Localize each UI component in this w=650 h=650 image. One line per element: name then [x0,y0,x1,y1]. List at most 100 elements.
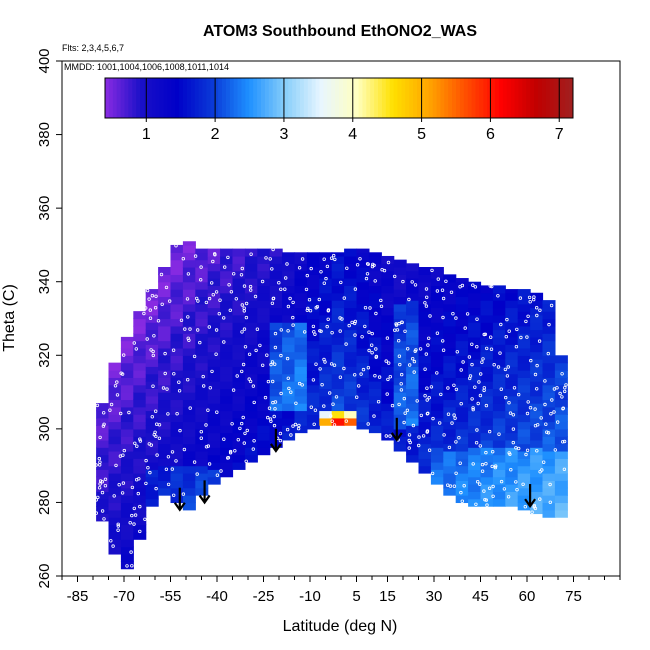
sample-point [441,339,445,343]
sample-point [143,517,147,521]
sample-point [236,438,240,442]
field-cell [344,358,358,367]
field-cell [133,509,147,518]
field-cell [133,406,147,415]
field-cell [282,366,296,375]
field-cell [244,344,258,353]
sample-point [344,342,348,346]
field-cell [430,447,444,456]
field-cell [207,322,221,331]
colorbar-swatch [354,78,359,118]
field-cell [195,362,209,371]
sample-point [370,351,374,355]
field-cell [331,336,345,345]
sample-point [152,334,156,338]
field-cell [368,255,382,264]
sample-point [222,265,227,269]
field-cell [331,278,345,286]
sample-point [403,411,407,415]
colorbar-swatch [569,78,574,118]
field-cell [505,484,519,492]
field-cell [517,340,531,349]
field-cell [356,347,370,356]
field-cell [108,384,122,393]
sample-point [329,256,334,260]
sample-point [345,266,349,270]
sample-point [208,386,212,390]
sample-point [285,427,290,432]
sample-point [397,354,402,358]
field-cell [244,270,258,279]
field-cell [294,329,308,338]
field-cell [356,362,370,371]
sample-point [397,321,401,326]
sample-point [117,483,121,487]
sample-point [311,378,316,382]
field-cell [344,395,358,404]
field-cell [195,443,209,452]
field-cell [294,403,308,412]
sample-point [178,428,182,433]
field-cell [306,281,320,290]
field-cell [182,414,196,423]
sample-point [163,351,167,356]
field-cell [145,344,159,353]
field-cell [158,362,172,371]
field-cell [120,406,134,415]
field-cell [344,373,358,382]
sample-point [397,339,401,343]
field-cell [207,314,221,323]
sample-point [458,461,462,465]
sample-point [222,340,226,344]
sample-point [367,330,371,334]
field-cell [269,307,283,316]
field-cell [517,495,531,504]
sample-point [480,469,485,473]
field-cell [418,318,432,327]
colorbar-swatch [237,78,242,118]
field-cell [257,344,271,353]
colorbar-swatch [541,78,547,118]
sample-point [245,428,249,433]
field-cell [554,384,568,393]
field-cell [344,285,358,294]
field-cell [455,406,469,415]
sample-point [133,513,138,517]
field-cell [120,421,134,430]
sample-point [171,493,176,497]
field-cell [480,461,494,470]
field-cell [195,281,209,290]
field-cell [406,300,420,309]
colorbar-swatch [124,78,129,118]
sample-point [293,422,298,427]
field-cell [430,469,444,478]
sample-point [149,443,153,447]
field-cell [331,270,345,279]
field-cell [492,366,506,375]
field-cell [244,381,258,389]
field-cell [244,432,258,441]
field-cell [96,439,110,448]
field-cell [207,270,221,279]
sample-point [97,456,101,461]
field-cell [356,252,370,261]
field-cell [195,377,209,386]
sample-point [385,392,389,396]
sample-point [452,383,456,387]
field-cell [430,373,444,382]
field-cell [244,336,258,345]
colorbar-swatch [471,78,476,118]
field-cell [356,267,370,275]
sample-point [548,482,552,487]
colorbar-swatch [459,78,465,118]
sample-point [385,336,390,340]
sample-point [361,367,366,372]
field-cell [120,509,134,518]
sample-point [103,484,108,488]
field-cell [517,347,531,356]
sample-point [562,439,567,444]
field-cell [517,473,531,481]
field-cell [294,410,308,419]
field-cell [492,344,506,353]
field-cell [356,406,370,415]
